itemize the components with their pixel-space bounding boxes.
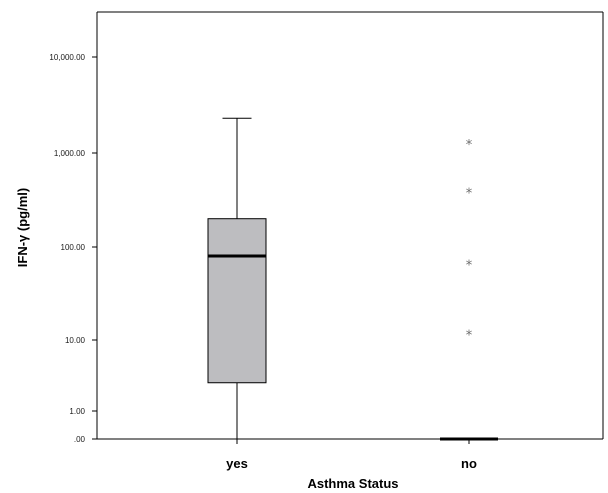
x-axis-ticks: yes no <box>226 439 477 471</box>
x-axis-title: Asthma Status <box>307 476 398 491</box>
box-yes <box>207 117 267 439</box>
outlier-point: * <box>466 329 473 344</box>
y-axis-ticks: .00 1.00 10.00 100.00 1,000.00 10,000.00 <box>49 53 97 444</box>
outlier-point: * <box>466 186 473 201</box>
y-tick-label: 1.00 <box>69 407 85 416</box>
y-tick-label: 10.00 <box>65 336 86 345</box>
box-iqr <box>207 218 267 384</box>
outliers: * * * * <box>466 138 473 344</box>
plot-frame <box>96 11 604 440</box>
y-axis-title: IFN-γ (pg/ml) <box>15 188 30 267</box>
boxes <box>207 117 498 441</box>
y-tick-label: 1,000.00 <box>54 149 86 158</box>
y-tick-label: .00 <box>74 435 86 444</box>
x-tick-label-yes: yes <box>226 456 248 471</box>
y-tick-label: 10,000.00 <box>49 53 85 62</box>
y-tick-label: 100.00 <box>61 243 86 252</box>
outlier-point: * <box>466 138 473 153</box>
x-tick-label-no: no <box>461 456 477 471</box>
outlier-point: * <box>466 259 473 274</box>
